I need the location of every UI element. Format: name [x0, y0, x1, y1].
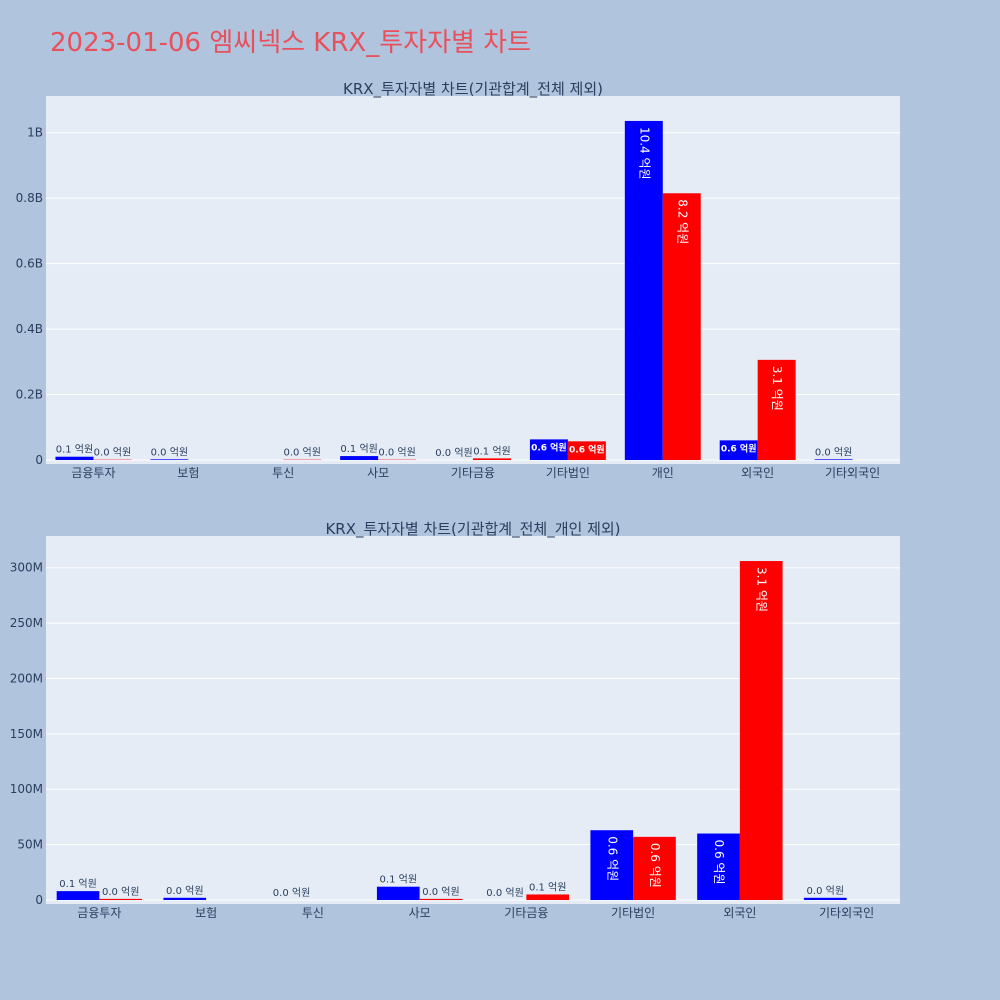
y-tick-label: 150M — [10, 727, 43, 741]
bar-buy — [56, 891, 100, 900]
x-tick-label: 기타법인 — [546, 466, 590, 480]
bar-buy — [163, 897, 207, 900]
bar-buy — [697, 833, 740, 900]
bar-sell — [633, 836, 676, 900]
bar-buy — [55, 456, 94, 460]
data-label: 0.6 억원 — [712, 840, 726, 885]
data-label: 0.6 억원 — [721, 442, 757, 454]
x-tick-label: 외국인 — [741, 466, 774, 480]
data-label: 0.6 억원 — [531, 441, 567, 453]
bar-buy — [590, 830, 634, 900]
bar-sell — [739, 561, 783, 900]
data-label: 0.0 억원 — [151, 446, 188, 458]
y-tick-label: 0.2B — [16, 388, 43, 402]
x-tick-label: 투신 — [272, 466, 294, 480]
y-tick-label: 1B — [27, 126, 43, 140]
data-label: 10.4 억원 — [637, 127, 651, 180]
data-label: 3.1 억원 — [770, 366, 784, 411]
y-tick-label: 250M — [10, 616, 43, 630]
page-title: 2023-01-06 엠씨넥스 KRX_투자자별 차트 — [50, 28, 532, 58]
y-tick-label: 0.4B — [16, 322, 43, 336]
data-label: 0.1 억원 — [59, 878, 96, 890]
bar-sell — [662, 193, 701, 460]
x-tick-label: 보험 — [195, 906, 217, 920]
bar-buy — [624, 120, 663, 461]
x-tick-label: 기타법인 — [611, 906, 655, 920]
y-tick-label: 300M — [10, 561, 43, 575]
bar-buy — [719, 440, 758, 460]
data-label: 0.1 억원 — [340, 443, 377, 455]
bar-buy — [150, 459, 189, 460]
x-tick-label: 사모 — [409, 906, 431, 920]
x-tick-label: 기타외국인 — [819, 906, 874, 920]
investor-chart-excl-institution-total: KRX_투자자별 차트(기관합계_전체 제외) 0 0.2B 0.4B 0.6B 0.8B… — [16, 80, 900, 480]
bar-buy — [529, 439, 568, 460]
data-label: 8.2 억원 — [675, 199, 689, 244]
data-label: 0.0 억원 — [815, 446, 852, 458]
data-label: 0.0 억원 — [422, 886, 459, 898]
bar-buy — [376, 886, 420, 900]
data-label: 0.6 억원 — [648, 843, 662, 888]
x-tick-label: 개인 — [652, 466, 674, 480]
data-label: 0.0 억원 — [166, 885, 203, 897]
data-label: 0.1 억원 — [56, 444, 93, 456]
bar-sell — [473, 458, 511, 460]
x-tick-label: 투신 — [302, 906, 324, 920]
x-tick-label: 금융투자 — [71, 466, 115, 480]
y-tick-label: 0.8B — [16, 191, 43, 205]
data-label: 0.1 억원 — [529, 881, 566, 893]
x-tick-label: 사모 — [367, 466, 389, 480]
y-tick-label: 0 — [35, 453, 43, 467]
x-tick-label: 기타금융 — [504, 906, 548, 920]
data-label: 0.1 억원 — [473, 445, 510, 457]
data-label: 0.6 억원 — [569, 443, 605, 455]
bar-sell — [757, 359, 796, 460]
y-tick-label: 0 — [35, 893, 43, 907]
bar-sell — [526, 894, 570, 900]
data-label: 0.0 억원 — [283, 447, 320, 459]
x-tick-label: 기타외국인 — [825, 466, 880, 480]
bar-sell — [99, 898, 143, 900]
x-tick-label: 보험 — [177, 466, 199, 480]
chart-title: KRX_투자자별 차트(기관합계_전체 제외) — [343, 80, 603, 99]
data-label: 0.0 억원 — [102, 886, 139, 898]
data-label: 0.6 억원 — [605, 836, 619, 881]
y-tick-label: 200M — [10, 671, 43, 685]
data-label: 0.0 억원 — [378, 447, 415, 459]
data-label: 0.0 억원 — [94, 447, 131, 459]
y-tick-label: 50M — [17, 838, 43, 852]
bar-buy — [803, 897, 847, 900]
x-tick-label: 외국인 — [723, 906, 756, 920]
data-label: 0.0 억원 — [807, 885, 844, 897]
bar-buy — [340, 456, 379, 460]
bar-sell — [567, 441, 606, 460]
y-tick-label: 0.6B — [16, 257, 43, 271]
data-label: 0.0 억원 — [435, 447, 472, 459]
bar-sell — [419, 898, 463, 900]
data-label: 0.1 억원 — [380, 874, 417, 886]
investor-chart-excl-institution-total-and-individual: KRX_투자자별 차트(기관합계_전체_개인 제외) 0 50M 100M 150M 20… — [10, 520, 900, 920]
x-tick-label: 기타금융 — [451, 466, 495, 480]
data-label: 0.0 억원 — [273, 887, 310, 899]
chart-title: KRX_투자자별 차트(기관합계_전체_개인 제외) — [325, 520, 620, 539]
bar-buy — [814, 459, 853, 460]
y-tick-label: 100M — [10, 782, 43, 796]
data-label: 0.0 억원 — [486, 887, 523, 899]
data-label: 3.1 억원 — [755, 567, 769, 612]
x-tick-label: 금융투자 — [77, 906, 121, 920]
